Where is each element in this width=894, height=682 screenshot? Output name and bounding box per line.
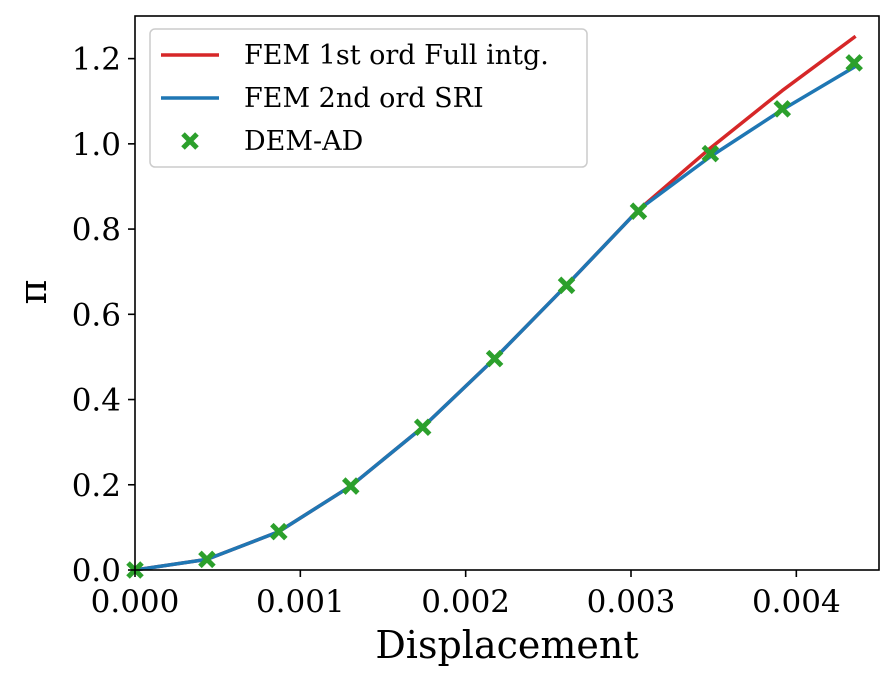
y-tick-label: 1.2 [72,42,121,78]
data-point [557,276,576,295]
y-tick-label: 0.2 [72,468,121,504]
legend-label: FEM 1st ord Full intg. [244,40,549,71]
data-point [270,522,288,541]
data-point [773,100,792,118]
y-ticks: 0.0 0.2 0.4 0.6 0.8 1.0 1.2 [72,42,135,589]
legend-box [149,28,588,168]
data-point [485,349,504,368]
plot-series [126,34,863,579]
data-point [629,202,648,220]
y-tick-label: 0.8 [72,212,121,248]
y-axis-label: π [11,280,55,305]
x-tick-label: 0.002 [421,584,510,620]
y-tick-label: 0.6 [72,297,121,333]
data-point [845,54,863,72]
y-tick-label: 0.4 [72,383,121,419]
y-tick-label: 1.0 [72,127,121,163]
legend-label: FEM 2nd ord SRI [244,83,484,114]
x-tick-label: 0.000 [91,584,180,620]
legend-label: DEM-AD [244,126,363,157]
legend-item: FEM 1st ord Full intg. [161,40,549,71]
x-tick-label: 0.001 [256,584,345,620]
y-tick-label: 0.0 [72,553,121,589]
legend-item: DEM-AD [181,126,363,157]
x-tick-label: 0.004 [752,584,841,620]
legend-item: FEM 2nd ord SRI [161,83,484,114]
data-point [198,550,216,569]
axes-frame [134,15,880,571]
x-axis-label: Displacement [375,623,638,667]
data-point [701,144,720,163]
legend: FEM 1st ord Full intg. FEM 2nd ord SRI DEM… [149,28,588,168]
data-point [341,477,360,495]
x-tick-label: 0.003 [587,584,676,620]
x-ticks: 0.000 0.001 0.002 0.003 0.004 [91,570,841,620]
data-point [413,418,432,437]
plot-border [134,15,880,571]
legend-marker-swatch [181,132,199,150]
